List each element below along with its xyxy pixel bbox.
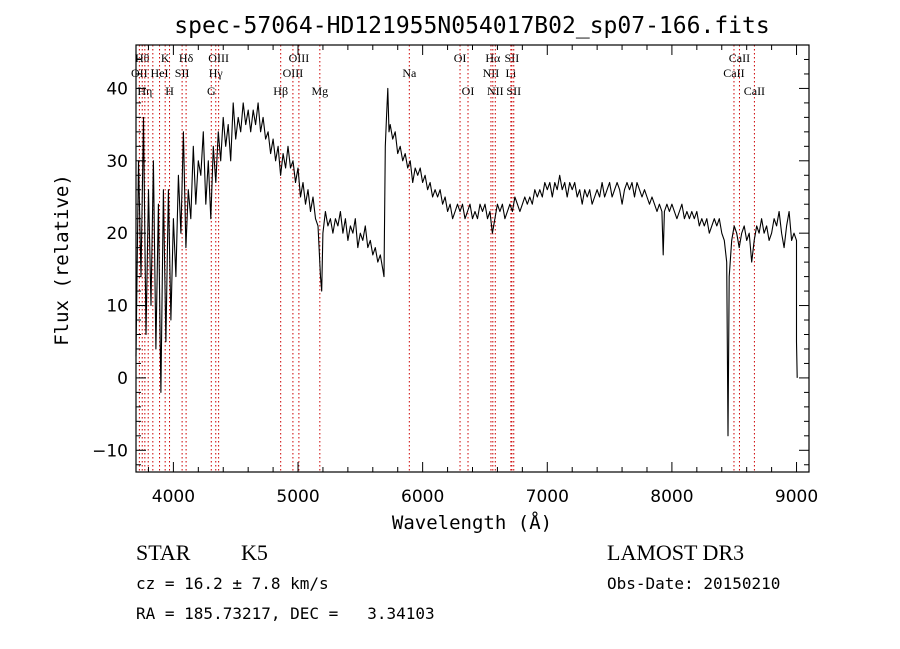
line-label-11: Hγ xyxy=(209,66,224,80)
line-label-6: K xyxy=(161,51,170,65)
x-tick-label-5000: 5000 xyxy=(276,487,319,507)
x-axis-label: Wavelength (Å) xyxy=(392,511,552,534)
chart-title: spec-57064-HD121955N054017B02_sp07-166.f… xyxy=(174,13,769,39)
y-tick-label-20: 20 xyxy=(106,224,128,244)
line-label-7: H xyxy=(165,84,174,98)
line-label-28: CaII xyxy=(744,84,765,98)
y-tick-label-40: 40 xyxy=(106,79,128,99)
line-label-16: Mg xyxy=(311,84,328,98)
coordinates: RA = 185.73217, DEC = 3.34103 xyxy=(136,604,435,623)
line-label-8: SII xyxy=(175,66,190,80)
line-label-22: NII xyxy=(487,84,504,98)
x-tick-label-7000: 7000 xyxy=(526,487,569,507)
line-label-9: Hδ xyxy=(179,51,194,65)
plot-frame xyxy=(135,44,810,473)
line-label-20: NII xyxy=(483,66,500,80)
line-label-0: OII xyxy=(131,66,148,80)
line-label-13: Hβ xyxy=(273,84,288,98)
y-tick-label-0: 0 xyxy=(117,369,128,389)
spectral-line-markers: OIIHθHηHeIKHSIIHδGHγOIIIHβOIIIOIIIMgNaOI… xyxy=(131,45,765,472)
x-tick-label-4000: 4000 xyxy=(152,487,195,507)
line-label-14: OIII xyxy=(283,66,304,80)
y-axis-label: Flux (relative) xyxy=(51,174,73,346)
x-tick-label-8000: 8000 xyxy=(650,487,693,507)
object-class: STAR xyxy=(136,540,191,565)
line-label-23: Li xyxy=(506,66,517,80)
line-label-24: SII xyxy=(505,51,520,65)
line-label-1: Hθ xyxy=(135,51,150,65)
line-label-12: OIII xyxy=(208,51,229,65)
survey-name: LAMOST DR3 xyxy=(607,540,745,565)
y-tick-label-10: 10 xyxy=(106,297,128,317)
x-axis: 4000 5000 6000 7000 8000 9000 xyxy=(147,45,818,507)
line-label-2: Hη xyxy=(137,84,152,98)
line-label-17: Na xyxy=(402,66,417,80)
y-tick-label--10: −10 xyxy=(92,441,128,461)
observation-date: Obs-Date: 20150210 xyxy=(607,574,781,593)
subclass: K5 xyxy=(241,540,268,565)
x-tick-label-6000: 6000 xyxy=(401,487,444,507)
line-label-15: OIII xyxy=(289,51,310,65)
y-axis: −10 0 10 20 30 40 xyxy=(92,44,809,466)
line-label-21: Hα xyxy=(485,51,501,65)
redshift-velocity: cz = 16.2 ± 7.8 km/s xyxy=(136,574,329,593)
x-tick-label-9000: 9000 xyxy=(775,487,818,507)
line-label-19: OI xyxy=(462,84,475,98)
line-label-26: CaII xyxy=(723,66,744,80)
spectrum-series xyxy=(135,87,798,437)
line-label-10: G xyxy=(207,84,216,98)
line-label-25: SII xyxy=(506,84,521,98)
line-label-27: CaII xyxy=(729,51,750,65)
spectrum-line-0 xyxy=(135,87,798,437)
y-tick-label-30: 30 xyxy=(106,152,128,172)
line-label-5: HeI xyxy=(151,66,169,80)
line-label-18: OI xyxy=(454,51,467,65)
